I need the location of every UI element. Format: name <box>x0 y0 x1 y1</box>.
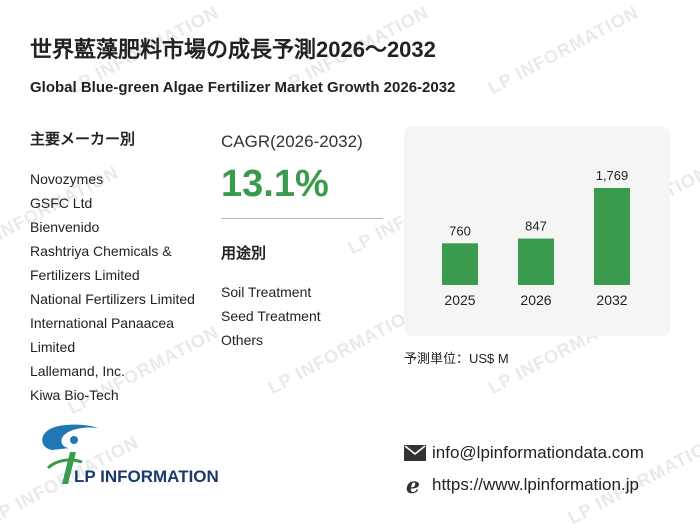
list-item: Soil Treatment <box>221 284 312 300</box>
list-item: Limited <box>30 339 76 355</box>
list-item: GSFC Ltd <box>30 195 93 211</box>
cagr-value: 13.1% <box>221 163 329 205</box>
list-item: Kiwa Bio-Tech <box>30 387 119 403</box>
website-row: e https://www.lpinformation.jp <box>404 474 639 496</box>
page-subtitle: Global Blue-green Algae Fertilizer Marke… <box>30 79 456 96</box>
website-text: https://www.lpinformation.jp <box>432 475 639 494</box>
bar-2025 <box>442 243 478 285</box>
applications-heading: 用途別 <box>221 245 267 262</box>
page-title: 世界藍藻肥料市場の成長予測2026～2032 <box>30 37 436 62</box>
tick-label-2026: 2026 <box>520 292 551 308</box>
list-item: Lallemand, Inc. <box>30 363 125 379</box>
list-item: Seed Treatment <box>221 308 321 324</box>
list-item: Others <box>221 332 264 348</box>
bar-2026 <box>518 238 554 285</box>
data-label-2032: 1,769 <box>596 168 629 183</box>
bar-chart: 760 2025 847 2026 1,769 2032 <box>442 168 630 308</box>
list-item: Rashtriya Chemicals & <box>30 243 172 259</box>
company-logo: LP INFORMATION <box>30 420 220 495</box>
watermark: LP INFORMATION <box>484 1 642 99</box>
list-item: Novozymes <box>30 171 104 187</box>
list-item: Fertilizers Limited <box>30 267 140 283</box>
svg-text:e: e <box>406 474 420 496</box>
logo-text: LP INFORMATION <box>74 467 219 486</box>
list-item: National Fertilizers Limited <box>30 291 195 307</box>
list-item: International Panaacea <box>30 315 174 331</box>
tick-label-2025: 2025 <box>444 292 475 308</box>
chart-panel: 760 2025 847 2026 1,769 2032 <box>404 126 670 336</box>
list-item: Bienvenido <box>30 219 100 235</box>
manufacturers-heading: 主要メーカー別 <box>30 131 136 148</box>
tick-label-2032: 2032 <box>596 292 627 308</box>
unit-label: 予測単位：US$ M <box>404 351 509 366</box>
applications-list: Soil Treatment Seed Treatment Others <box>221 280 321 352</box>
bar-2032 <box>594 188 630 285</box>
lp-logo-icon: LP INFORMATION <box>42 424 219 486</box>
email-text: info@lpinformationdata.com <box>432 443 644 462</box>
divider <box>221 218 383 219</box>
email-row: info@lpinformationdata.com <box>404 443 644 463</box>
cagr-label: CAGR(2026-2032) <box>221 132 363 151</box>
data-label-2025: 760 <box>449 223 471 238</box>
mail-icon <box>404 445 426 461</box>
manufacturers-list: Novozymes GSFC Ltd Bienvenido Rashtriya … <box>30 167 195 407</box>
browser-icon: e <box>406 474 420 496</box>
data-label-2026: 847 <box>525 219 547 234</box>
